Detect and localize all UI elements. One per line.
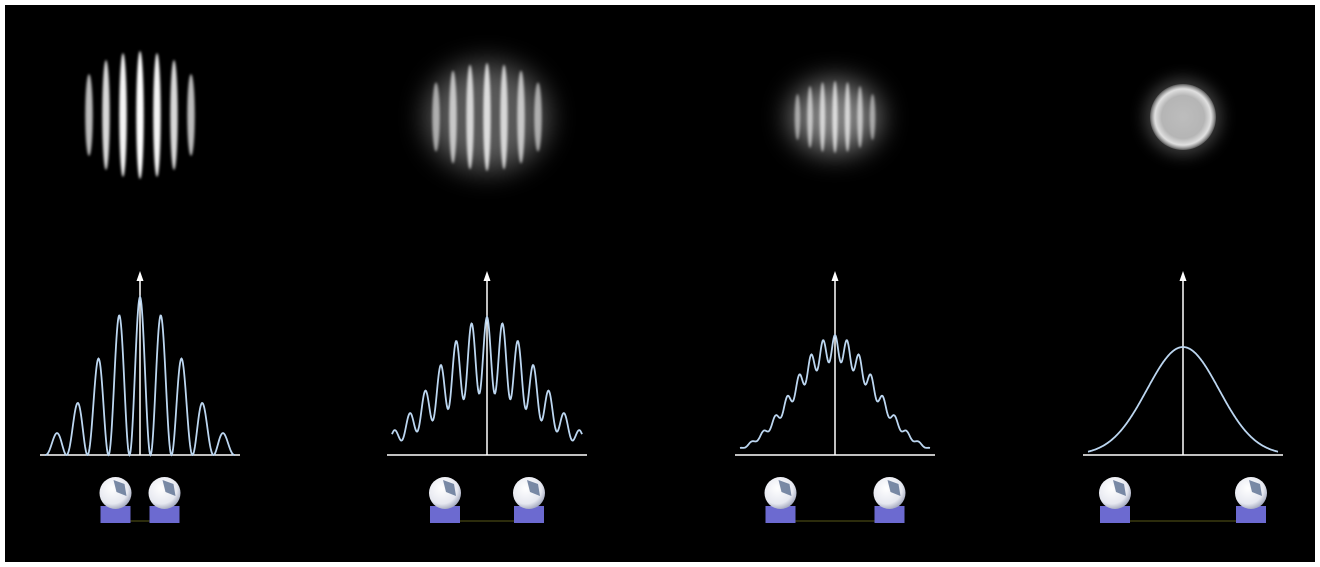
fringe [187,74,194,156]
fringe [820,82,826,152]
fringe [466,65,473,169]
fringe [832,81,838,153]
fringe [500,65,507,169]
fringe [102,60,109,170]
fringe [807,86,813,148]
fringe [85,74,92,156]
fringe [432,82,439,151]
fringe [136,51,143,179]
fringe [857,86,863,148]
fringe [795,94,801,140]
fringe [534,82,541,151]
fringe [517,71,524,164]
diagram [0,0,1320,567]
fringe [119,53,126,177]
fringe [483,63,490,171]
fringe [153,53,160,177]
fringe [170,60,177,170]
fringe [870,94,876,140]
disc [1150,84,1216,150]
fringe [845,82,851,152]
fringe [449,71,456,164]
